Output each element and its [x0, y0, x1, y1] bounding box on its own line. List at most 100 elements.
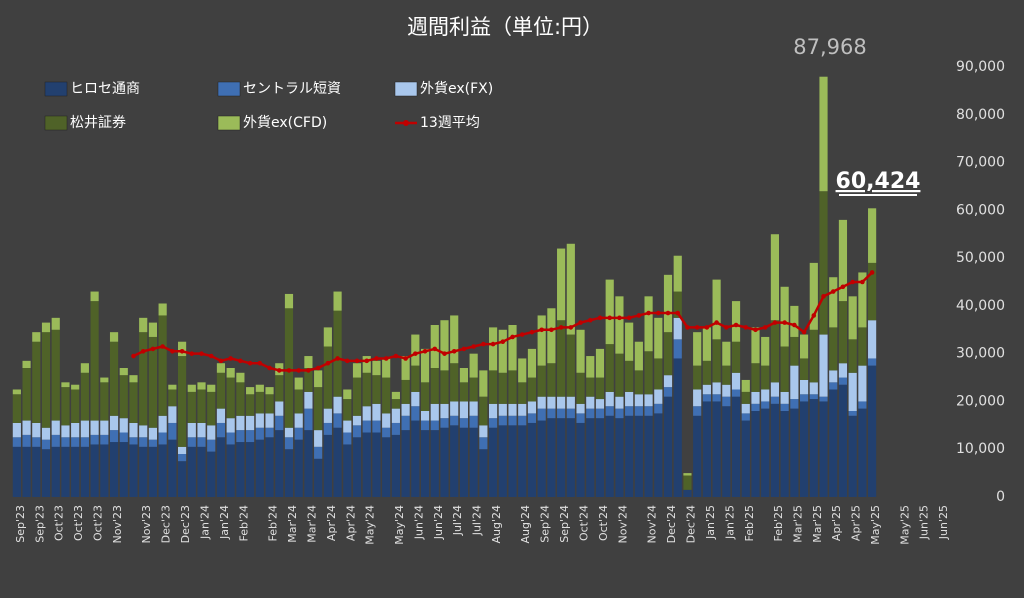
bar-segment — [41, 449, 51, 497]
legend-swatch — [44, 115, 68, 131]
bar-segment — [838, 377, 848, 385]
bar-segment — [284, 293, 294, 309]
bar-segment — [80, 420, 89, 438]
bar-segment — [177, 341, 187, 357]
line-marker — [743, 325, 749, 330]
bar-segment — [595, 408, 605, 419]
bar-segment — [663, 387, 673, 397]
bar-segment — [294, 439, 303, 497]
bar-segment — [61, 437, 70, 447]
bar-segment — [22, 360, 31, 368]
bar-segment — [216, 437, 226, 497]
bar-segment — [634, 406, 643, 416]
bar-segment — [207, 425, 216, 440]
bar-segment — [819, 401, 828, 497]
bar-segment — [216, 363, 226, 373]
line-marker — [208, 353, 214, 359]
bar-segment — [663, 375, 673, 388]
bar-segment — [702, 401, 711, 497]
x-tick-label: Sep'24 — [558, 505, 571, 543]
bar-segment — [148, 427, 158, 440]
x-tick-label: Apr'24 — [344, 505, 357, 541]
bar-segment — [401, 356, 410, 380]
bar-segment — [90, 434, 99, 445]
line-marker — [413, 351, 418, 356]
legend-label: 松井証券 — [70, 115, 126, 131]
bar-segment — [819, 396, 828, 402]
bar-segment — [625, 391, 634, 407]
bar-segment — [109, 430, 119, 443]
bar-segment — [605, 344, 614, 392]
bar-segment — [12, 422, 21, 438]
line-marker — [354, 358, 360, 364]
line-marker — [374, 356, 379, 361]
bar-segment — [790, 365, 799, 400]
bar-segment — [459, 418, 469, 428]
bar-segment — [333, 413, 342, 428]
x-tick-label: Jan'24 — [218, 505, 231, 540]
bar-segment — [547, 396, 556, 409]
bar-segment — [819, 76, 828, 192]
bar-segment — [246, 394, 255, 416]
bar-segment — [440, 427, 449, 497]
bar-segment — [722, 341, 731, 366]
line-marker — [325, 360, 331, 366]
bar-segment — [654, 317, 663, 359]
line-marker — [821, 294, 826, 299]
bar-segment — [391, 399, 400, 409]
bar-segment — [595, 377, 605, 400]
line-marker — [685, 325, 690, 330]
line-marker — [714, 320, 719, 325]
bar-segment — [809, 262, 818, 330]
bar-segment — [265, 413, 274, 428]
line-marker — [422, 348, 428, 354]
line-marker — [704, 325, 710, 330]
bar-segment — [71, 384, 80, 390]
bar-segment — [799, 334, 809, 359]
bar-segment — [625, 406, 634, 416]
line-marker — [160, 344, 165, 349]
line-marker — [850, 279, 855, 285]
bar-segment — [780, 391, 789, 404]
x-tick-label: Jan'24 — [199, 505, 212, 540]
line-marker — [549, 327, 554, 333]
line-marker — [626, 315, 632, 321]
bar-segment — [314, 430, 323, 447]
line-marker — [257, 360, 263, 366]
bar-segment — [197, 437, 206, 447]
line-marker — [646, 310, 651, 316]
line-marker — [199, 351, 204, 356]
bar-segment — [838, 301, 848, 364]
bar-segment — [595, 418, 605, 497]
line-marker — [306, 368, 311, 373]
x-tick-label: Jun'24 — [412, 505, 425, 540]
bar-segment — [498, 403, 507, 416]
bar-segment — [411, 365, 420, 392]
annotation: 60,424 — [836, 169, 921, 194]
bar-segment — [352, 363, 362, 378]
bar-segment — [547, 408, 556, 419]
x-tick-label: Mar'24 — [305, 505, 318, 543]
line-marker — [607, 315, 613, 321]
bar-segment — [576, 329, 585, 373]
bar-segment — [80, 446, 89, 497]
bar-segment — [139, 425, 148, 438]
bar-segment — [731, 372, 741, 390]
bar-segment — [119, 432, 128, 443]
bar-segment — [109, 332, 119, 342]
bar-segment — [479, 437, 488, 450]
bar-segment — [654, 413, 663, 497]
bar-segment — [177, 461, 187, 497]
bar-segment — [770, 382, 780, 397]
bar-segment — [362, 420, 371, 433]
bar-segment — [401, 403, 410, 416]
x-tick-label: Dec'23 — [160, 505, 173, 543]
x-tick-label: May'25 — [898, 505, 911, 545]
bar-segment — [537, 365, 546, 397]
bar-segment — [576, 422, 585, 497]
bar-segment — [148, 336, 158, 428]
bar-segment — [751, 391, 760, 404]
bar-segment — [722, 406, 731, 497]
bar-segment — [459, 427, 469, 497]
bar-segment — [90, 301, 99, 421]
